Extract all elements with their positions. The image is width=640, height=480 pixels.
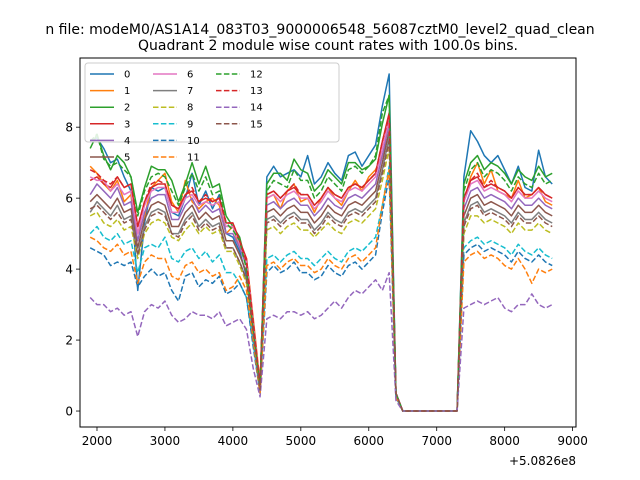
series-line-8	[89, 147, 553, 412]
legend-label-6: 6	[187, 70, 193, 81]
series-line-10	[89, 176, 553, 412]
y-tick-label: 8	[65, 121, 73, 135]
series-line-2	[89, 94, 553, 412]
x-tick-label: 5000	[286, 434, 317, 448]
legend-label-10: 10	[187, 136, 200, 147]
x-tick-label: 3000	[150, 434, 181, 448]
plot-series-group	[89, 73, 553, 412]
legend-label-11: 11	[187, 153, 200, 164]
y-tick-label: 0	[65, 405, 73, 419]
legend-label-9: 9	[187, 119, 193, 130]
x-tick-label: 8000	[489, 434, 520, 448]
series-line-12	[89, 94, 553, 412]
chart-title: Quadrant 2 module wise count rates with …	[138, 38, 518, 54]
axis-ticks-group: 2000 3000 4000 5000 6000 7000 8000 9000 0 2 4 6 8	[65, 121, 588, 448]
legend-label-13: 13	[250, 86, 263, 97]
series-line-7	[89, 137, 553, 412]
legend-label-12: 12	[250, 70, 263, 81]
series-line-14	[89, 271, 553, 412]
x-axis-offset-label: +5.0826e8	[509, 454, 576, 468]
x-tick-label: 4000	[218, 434, 249, 448]
x-tick-label: 9000	[557, 434, 588, 448]
series-line-9	[89, 165, 553, 412]
figure-suptitle: n file: modeM0/AS1A14_083T03_9000006548_…	[45, 22, 594, 38]
x-tick-label: 2000	[82, 434, 113, 448]
y-tick-label: 2	[65, 334, 73, 348]
series-line-5	[89, 129, 553, 412]
series-line-13	[89, 115, 553, 412]
y-tick-label: 6	[65, 192, 73, 206]
legend-label-1: 1	[124, 86, 130, 97]
series-line-11	[89, 169, 553, 412]
legend-label-7: 7	[187, 86, 193, 97]
series-line-3	[89, 112, 553, 412]
series-line-4	[89, 122, 553, 412]
y-tick-label: 4	[65, 263, 73, 277]
x-tick-label: 6000	[353, 434, 384, 448]
legend-label-14: 14	[250, 103, 263, 114]
legend-label-2: 2	[124, 103, 130, 114]
legend-label-4: 4	[124, 136, 130, 147]
series-line-6	[89, 119, 553, 412]
x-tick-label: 7000	[421, 434, 452, 448]
legend-label-3: 3	[124, 119, 130, 130]
plot-area-frame	[79, 57, 577, 428]
legend-label-0: 0	[124, 70, 130, 81]
legend-label-15: 15	[250, 119, 263, 130]
legend-label-8: 8	[187, 103, 193, 114]
legend-label-5: 5	[124, 153, 130, 164]
legend-box	[84, 62, 340, 143]
